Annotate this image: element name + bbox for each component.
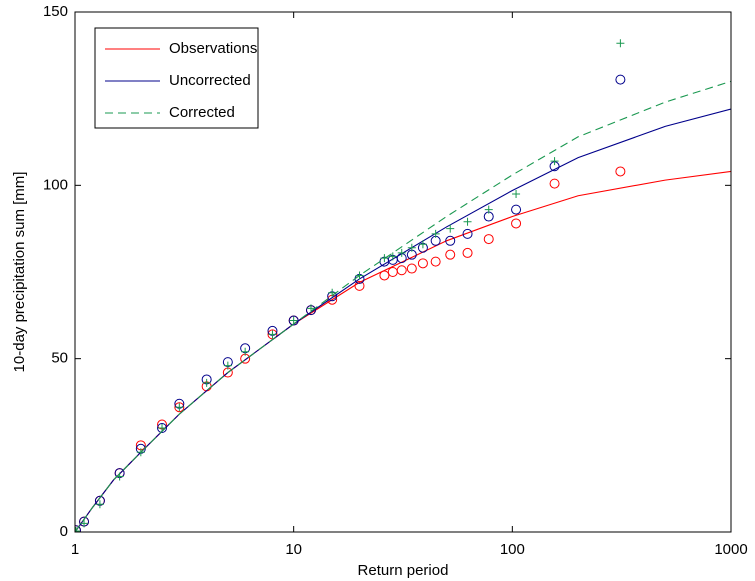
plus-marker xyxy=(446,224,455,233)
circle-marker xyxy=(396,265,407,276)
legend-label: Corrected xyxy=(169,104,235,121)
plot-frame xyxy=(74,11,732,533)
plus-marker xyxy=(223,361,232,370)
circle-marker xyxy=(615,166,626,177)
y-tick-label: 50 xyxy=(51,350,68,367)
plus-marker xyxy=(616,39,625,48)
y-axis-label: 10-day precipitation sum [mm] xyxy=(11,172,28,373)
plus-marker xyxy=(202,378,211,387)
circle-marker xyxy=(406,263,417,274)
y-tick-label: 0 xyxy=(60,523,68,540)
circle-marker xyxy=(511,218,522,229)
circle-marker xyxy=(75,525,81,532)
circle-marker xyxy=(430,256,441,267)
legend-label: Observations xyxy=(169,40,257,57)
plus-marker xyxy=(136,448,145,457)
plus-marker xyxy=(397,248,406,257)
circle-marker xyxy=(483,234,494,245)
plus-marker xyxy=(407,243,416,252)
circle-marker xyxy=(462,228,473,239)
circle-marker xyxy=(267,329,278,340)
fit-line xyxy=(75,170,731,532)
y-tick-label: 100 xyxy=(43,176,68,193)
y-tick-label: 150 xyxy=(43,3,68,20)
plus-marker xyxy=(289,316,298,325)
x-axis-label: Return period xyxy=(358,562,449,579)
plus-marker xyxy=(418,240,427,249)
plus-marker xyxy=(550,157,559,166)
circle-marker xyxy=(417,258,428,269)
circle-marker xyxy=(157,423,168,433)
plus-marker xyxy=(268,330,277,339)
circle-marker xyxy=(445,235,456,246)
circle-marker xyxy=(615,74,626,85)
legend-label: Uncorrected xyxy=(169,72,251,89)
plus-marker xyxy=(484,205,493,214)
fit-line xyxy=(75,80,731,532)
x-tick-label: 1000 xyxy=(714,541,747,558)
x-tick-label: 100 xyxy=(500,541,525,558)
plus-marker xyxy=(241,347,250,356)
x-tick-label: 1 xyxy=(71,541,79,558)
legend-box xyxy=(94,27,259,129)
plus-marker xyxy=(95,500,104,509)
plus-marker xyxy=(380,254,389,263)
plus-marker xyxy=(388,252,397,261)
plot-data xyxy=(75,39,731,532)
plus-marker xyxy=(431,229,440,238)
plus-marker xyxy=(355,271,364,280)
circle-marker xyxy=(387,267,398,277)
circle-marker xyxy=(174,402,185,413)
fit-line xyxy=(75,108,731,532)
circle-marker xyxy=(511,204,522,215)
plus-marker xyxy=(80,519,89,528)
plus-marker xyxy=(175,403,184,412)
plus-marker xyxy=(463,217,472,226)
x-tick-label: 10 xyxy=(285,541,302,558)
plus-marker xyxy=(512,190,521,198)
circle-marker xyxy=(549,178,560,189)
circle-marker xyxy=(445,249,456,260)
circle-marker xyxy=(462,247,473,258)
